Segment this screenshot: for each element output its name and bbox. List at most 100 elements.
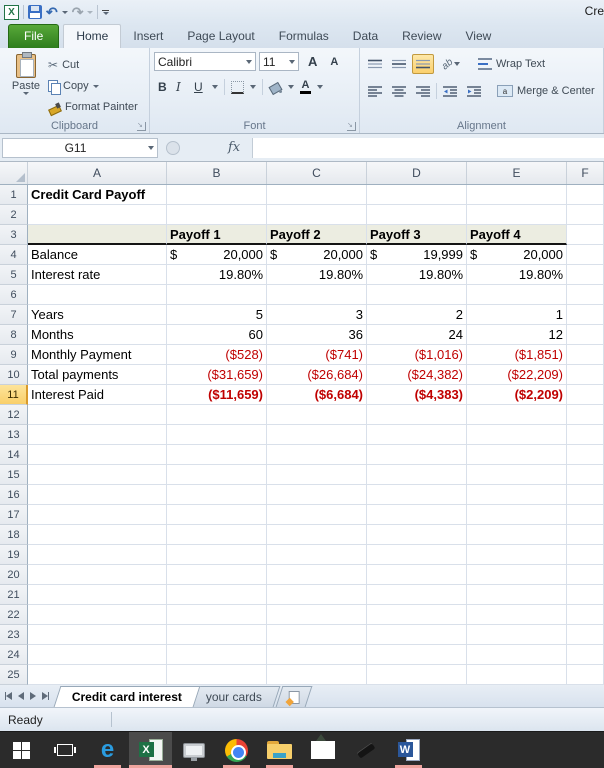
font-color-button[interactable]: A: [300, 80, 311, 94]
cell-D24[interactable]: [367, 645, 467, 665]
cell-F16[interactable]: [567, 485, 604, 505]
grow-font-button[interactable]: A: [308, 54, 318, 69]
row-header-7[interactable]: 7: [0, 305, 28, 325]
cell-B18[interactable]: [167, 525, 267, 545]
underline-button[interactable]: U: [194, 80, 203, 94]
cell-C14[interactable]: [267, 445, 367, 465]
cell-D19[interactable]: [367, 545, 467, 565]
ribbon-tab-home[interactable]: Home: [63, 24, 122, 48]
ribbon-tab-insert[interactable]: Insert: [133, 29, 164, 43]
cell-B19[interactable]: [167, 545, 267, 565]
cell-B3[interactable]: Payoff 1: [167, 225, 267, 245]
cell-D16[interactable]: [367, 485, 467, 505]
cell-C25[interactable]: [267, 665, 367, 685]
cell-F23[interactable]: [567, 625, 604, 645]
cell-E8[interactable]: 12: [467, 325, 567, 345]
cell-C9[interactable]: ($741): [267, 345, 367, 365]
row-header-21[interactable]: 21: [0, 585, 28, 605]
row-header-19[interactable]: 19: [0, 545, 28, 565]
italic-button[interactable]: I: [176, 80, 181, 94]
ribbon-tab-review[interactable]: Review: [402, 29, 442, 43]
cell-A8[interactable]: Months: [28, 325, 167, 345]
cell-D23[interactable]: [367, 625, 467, 645]
cell-A19[interactable]: [28, 545, 167, 565]
row-header-10[interactable]: 10: [0, 365, 28, 385]
cell-D11[interactable]: ($4,383): [367, 385, 467, 405]
cell-B22[interactable]: [167, 605, 267, 625]
cell-B12[interactable]: [167, 405, 267, 425]
cell-C8[interactable]: 36: [267, 325, 367, 345]
column-header-E[interactable]: E: [467, 162, 567, 184]
cell-E10[interactable]: ($22,209): [467, 365, 567, 385]
cell-A16[interactable]: [28, 485, 167, 505]
cell-F15[interactable]: [567, 465, 604, 485]
cell-C7[interactable]: 3: [267, 305, 367, 325]
decrease-indent-button[interactable]: [439, 81, 461, 101]
cell-F17[interactable]: [567, 505, 604, 525]
cut-button[interactable]: ✂ Cut: [48, 56, 138, 74]
cell-A7[interactable]: Years: [28, 305, 167, 325]
cell-E12[interactable]: [467, 405, 567, 425]
cell-C21[interactable]: [267, 585, 367, 605]
row-header-15[interactable]: 15: [0, 465, 28, 485]
row-header-13[interactable]: 13: [0, 425, 28, 445]
font-name-combo[interactable]: Calibri: [154, 52, 256, 71]
cell-C19[interactable]: [267, 545, 367, 565]
row-header-20[interactable]: 20: [0, 565, 28, 585]
shrink-font-button[interactable]: A: [330, 55, 339, 68]
undo-button[interactable]: ↶: [46, 4, 58, 20]
cell-D4[interactable]: $19,999: [367, 245, 467, 265]
row-header-16[interactable]: 16: [0, 485, 28, 505]
borders-dropdown-icon[interactable]: [250, 85, 256, 89]
cell-F7[interactable]: [567, 305, 604, 325]
row-header-22[interactable]: 22: [0, 605, 28, 625]
cell-E17[interactable]: [467, 505, 567, 525]
cell-C6[interactable]: [267, 285, 367, 305]
cell-B11[interactable]: ($11,659): [167, 385, 267, 405]
previous-sheet-button[interactable]: [18, 692, 24, 700]
undo-dropdown-icon[interactable]: [61, 10, 68, 14]
cell-A12[interactable]: [28, 405, 167, 425]
cell-A1[interactable]: Credit Card Payoff: [28, 185, 167, 205]
cell-C11[interactable]: ($6,684): [267, 385, 367, 405]
cell-A4[interactable]: Balance: [28, 245, 167, 265]
cell-E16[interactable]: [467, 485, 567, 505]
cell-E21[interactable]: [467, 585, 567, 605]
cell-D1[interactable]: [367, 185, 467, 205]
ribbon-tab-formulas[interactable]: Formulas: [278, 29, 329, 43]
save-button[interactable]: [28, 5, 42, 19]
cell-D21[interactable]: [367, 585, 467, 605]
ribbon-tab-data[interactable]: Data: [352, 29, 379, 43]
cell-A20[interactable]: [28, 565, 167, 585]
taskbar-dark-tool-button[interactable]: [344, 732, 387, 768]
cell-F2[interactable]: [567, 205, 604, 225]
cell-F18[interactable]: [567, 525, 604, 545]
excel-logo-icon[interactable]: X: [4, 4, 19, 20]
cell-D10[interactable]: ($24,382): [367, 365, 467, 385]
cell-A14[interactable]: [28, 445, 167, 465]
taskbar-system-monitor-button[interactable]: [172, 732, 215, 768]
name-box[interactable]: G11: [2, 137, 158, 158]
top-align-button[interactable]: [364, 54, 386, 74]
cell-C1[interactable]: [267, 185, 367, 205]
borders-button[interactable]: [231, 80, 244, 94]
ribbon-tab-page-layout[interactable]: Page Layout: [187, 29, 255, 43]
clipboard-dialog-launcher[interactable]: ↘: [137, 122, 146, 131]
copy-button[interactable]: Copy: [48, 77, 138, 95]
cell-B1[interactable]: [167, 185, 267, 205]
cell-B7[interactable]: 5: [167, 305, 267, 325]
cell-B14[interactable]: [167, 445, 267, 465]
cell-A21[interactable]: [28, 585, 167, 605]
customize-toolbar-button[interactable]: [102, 9, 110, 15]
row-header-25[interactable]: 25: [0, 665, 28, 685]
column-header-B[interactable]: B: [167, 162, 267, 184]
cell-A9[interactable]: Monthly Payment: [28, 345, 167, 365]
paste-button[interactable]: Paste: [4, 52, 48, 117]
insert-worksheet-button[interactable]: [275, 685, 313, 707]
cell-C4[interactable]: $20,000: [267, 245, 367, 265]
taskbar-word-button[interactable]: W: [387, 732, 430, 768]
cell-E1[interactable]: [467, 185, 567, 205]
row-header-14[interactable]: 14: [0, 445, 28, 465]
cell-D6[interactable]: [367, 285, 467, 305]
cell-A6[interactable]: [28, 285, 167, 305]
